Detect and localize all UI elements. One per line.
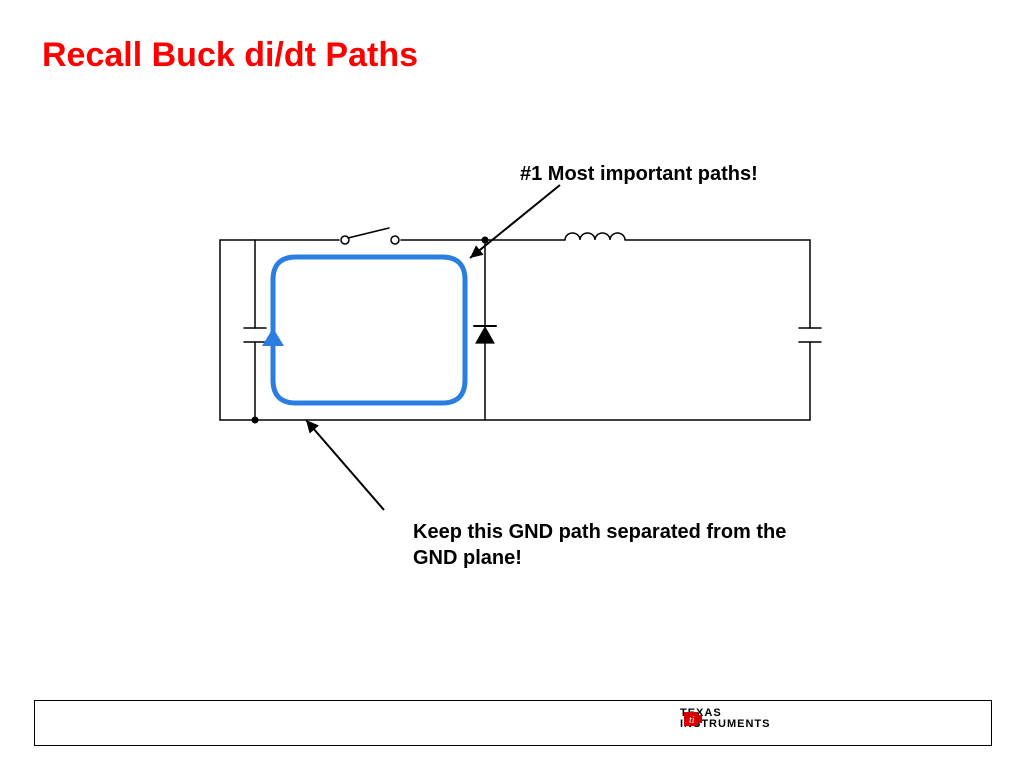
ti-chip-icon: ti [680,706,706,732]
arrow-overlay [0,0,1024,768]
footer-box [34,700,992,746]
ti-logo: ti TEXAS INSTRUMENTS [680,708,770,730]
svg-text:ti: ti [689,715,695,726]
